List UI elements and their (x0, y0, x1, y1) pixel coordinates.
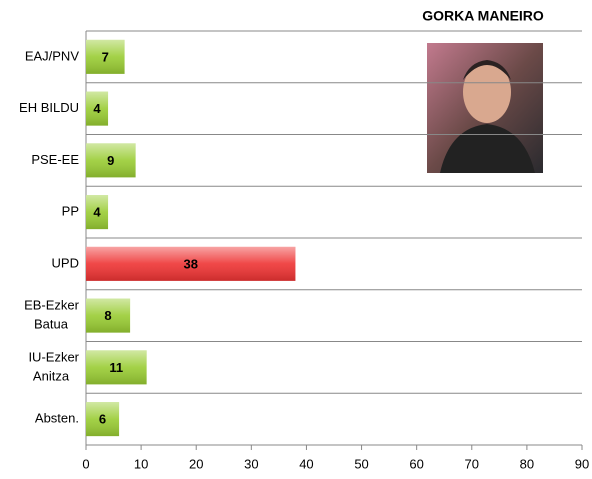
chart: GORKA MANEIRO 0 10 20 30 40 50 60 70 80 90 EAJ/PNV… (0, 0, 592, 479)
chart-title: GORKA MANEIRO (422, 8, 544, 24)
y-tick-label: EH BILDU (19, 100, 79, 115)
x-tick-label: 50 (354, 456, 368, 471)
x-tick-label: 20 (189, 456, 203, 471)
value-label: 8 (104, 308, 111, 323)
photo (427, 43, 543, 173)
y-tick-label: PSE-EE (31, 152, 79, 167)
y-tick-label: EAJ/PNV (25, 48, 80, 63)
x-tick-label: 60 (409, 456, 423, 471)
value-label: 4 (93, 205, 101, 220)
value-label: 11 (109, 360, 123, 375)
value-label: 9 (107, 153, 114, 168)
x-tick-label: 40 (299, 456, 313, 471)
value-label: 6 (99, 412, 106, 427)
value-label: 4 (93, 101, 101, 116)
y-tick-label: PP (62, 204, 79, 219)
x-tick-label: 80 (520, 456, 534, 471)
y-tick-label: Absten. (35, 411, 79, 426)
value-label: 7 (102, 49, 109, 64)
y-tick-label: UPD (52, 255, 79, 270)
x-tick-label: 70 (465, 456, 479, 471)
x-tick-label: 30 (244, 456, 258, 471)
x-tick-label: 0 (82, 456, 89, 471)
value-label: 38 (183, 256, 197, 271)
x-tick-label: 90 (575, 456, 589, 471)
x-tick-label: 10 (134, 456, 148, 471)
